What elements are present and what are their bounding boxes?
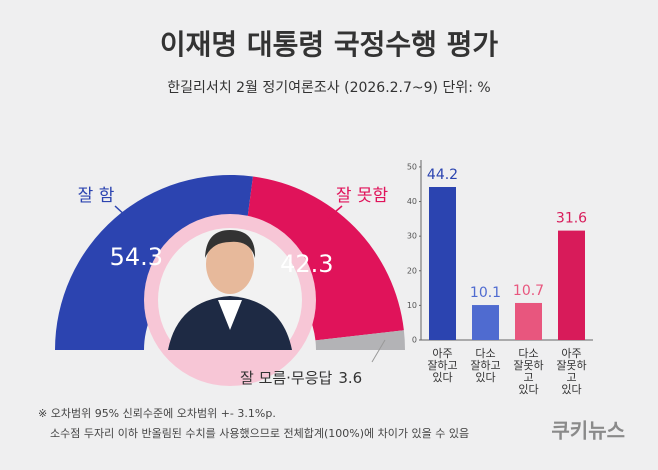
- y-tick-label: 50: [407, 162, 417, 171]
- y-tick-label: 40: [407, 197, 417, 206]
- value-label: 31.6: [556, 211, 587, 227]
- y-tick-label: 10: [407, 301, 417, 310]
- note: 소수점 두자리 이하 반올림된 수치를 사용했으므로 전체합계(100%)에 차…: [50, 426, 469, 440]
- y-tick-label: 30: [407, 232, 417, 241]
- category-label: 잘 못함: [336, 186, 389, 206]
- x-tick-label: 아주 잘못하고 있다: [556, 347, 587, 396]
- bar: [429, 187, 456, 340]
- bar: [472, 305, 499, 340]
- leader-line: [327, 205, 343, 219]
- chart-subtitle: 한길리서치 2월 정기여론조사 (2026.2.7~9) 단위: %: [167, 80, 490, 96]
- chart-title: 이재명 대통령 국정수행 평가: [160, 28, 499, 61]
- x-tick-label: 아주 잘하고 있다: [427, 347, 458, 384]
- x-tick-label: 다소 잘못하고 있다: [513, 347, 544, 396]
- leader-line: [114, 205, 129, 219]
- value-label: 42.3: [280, 250, 333, 278]
- value-label: 3.6: [338, 369, 362, 387]
- donut-segment: [315, 330, 405, 350]
- value-label: 44.2: [427, 167, 458, 183]
- y-tick-label: 0: [412, 336, 417, 345]
- logo: 쿠키뉴스: [551, 419, 625, 443]
- category-label: 잘 함: [78, 186, 115, 206]
- value-label: 10.7: [513, 283, 544, 299]
- leader-line: [371, 339, 386, 363]
- bar: [558, 230, 585, 340]
- photo: [144, 214, 316, 386]
- x-tick-label: 다소 잘하고 있다: [470, 347, 501, 384]
- note: ※ 오차범위 95% 신뢰수준에 오차범위 +- 3.1%p.: [38, 407, 276, 420]
- category-name: 잘 모름·무응답: [240, 369, 333, 387]
- value-label: 54.3: [110, 243, 163, 271]
- y-tick-label: 20: [407, 266, 417, 275]
- bar: [515, 302, 542, 340]
- category-label: 잘 모름·무응답 3.6: [240, 369, 362, 387]
- value-label: 10.1: [470, 285, 501, 301]
- donut-segment: [241, 176, 404, 341]
